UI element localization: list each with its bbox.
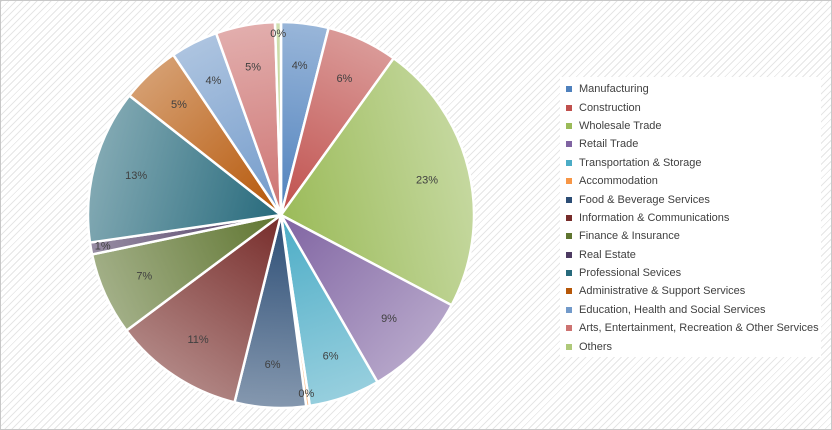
legend-label: Accommodation	[579, 175, 658, 188]
data-label-administrative-and-support-services: 5%	[171, 99, 187, 111]
data-label-finance-and-insurance: 7%	[136, 271, 152, 283]
legend-item-others: Others	[566, 337, 821, 355]
legend-item-education-health-and-social-services: Education, Health and Social Services	[566, 301, 821, 319]
legend-swatch	[566, 178, 572, 185]
data-label-professional-sevices: 13%	[125, 170, 147, 182]
legend-label: Information & Communications	[579, 211, 730, 224]
legend-label: Transportation & Storage	[579, 156, 702, 169]
data-label-accommodation: 0%	[298, 388, 314, 400]
legend-item-arts-entertainment-recreation-and-other-services: Arts, Entertainment, Recreation & Other …	[566, 319, 821, 337]
legend-item-accommodation: Accommodation	[566, 172, 821, 190]
pie-slices	[86, 20, 476, 410]
legend: Manufacturing Construction Wholesale Trade…	[560, 77, 821, 357]
legend-item-professional-sevices: Professional Sevices	[566, 264, 821, 282]
legend-swatch	[566, 270, 572, 277]
legend-swatch	[566, 343, 572, 350]
legend-label: Arts, Entertainment, Recreation & Other …	[579, 322, 819, 335]
legend-item-real-estate: Real Estate	[566, 246, 821, 264]
legend-label: Professional Sevices	[579, 267, 682, 280]
legend-item-wholesale-trade: Wholesale Trade	[566, 117, 821, 135]
legend-swatch	[566, 288, 572, 295]
legend-swatch	[566, 214, 572, 221]
legend-swatch	[566, 104, 572, 111]
legend-label: Administrative & Support Services	[579, 285, 746, 298]
legend-item-administrative-and-support-services: Administrative & Support Services	[566, 282, 821, 300]
data-label-construction: 6%	[336, 73, 352, 85]
pie-slice-wholesale-trade	[279, 57, 476, 307]
data-label-arts-entertainment-recreation-and-other-services: 5%	[245, 62, 261, 74]
data-label-wholesale-trade: 23%	[416, 175, 438, 187]
data-label-manufacturing: 4%	[292, 60, 308, 72]
legend-label: Finance & Insurance	[579, 230, 680, 243]
legend-label: Retail Trade	[579, 138, 639, 151]
legend-item-retail-trade: Retail Trade	[566, 135, 821, 153]
data-label-transportation-and-storage: 6%	[323, 351, 339, 363]
legend-label: Construction	[579, 101, 641, 114]
data-label-real-estate: 1%	[95, 240, 111, 252]
legend-item-manufacturing: Manufacturing	[566, 80, 821, 98]
legend-swatch	[566, 86, 572, 93]
legend-label: Wholesale Trade	[579, 119, 662, 132]
pie-slice-retail-trade	[279, 213, 453, 384]
legend-label: Food & Beverage Services	[579, 193, 710, 206]
data-label-retail-trade: 9%	[381, 313, 397, 325]
legend-swatch	[566, 251, 572, 258]
legend-swatch	[566, 233, 572, 240]
legend-label: Real Estate	[579, 248, 636, 261]
legend-item-finance-and-insurance: Finance & Insurance	[566, 227, 821, 245]
data-labels: 4% 6% 23% 9% 6% 0% 6% 11% 7% 1% 13% 5% 4% 5% 0%	[95, 28, 438, 400]
legend-item-food-and-beverage-services: Food & Beverage Services	[566, 190, 821, 208]
legend-swatch	[566, 122, 572, 129]
data-label-others: 0%	[270, 28, 286, 40]
data-label-education-health-and-social-services: 4%	[205, 75, 221, 87]
legend-label: Others	[579, 340, 613, 353]
pie-slice-others	[273, 20, 283, 217]
legend-swatch	[566, 159, 572, 166]
legend-label: Education, Health and Social Services	[579, 303, 766, 316]
legend-label: Manufacturing	[579, 83, 649, 96]
legend-swatch	[566, 306, 572, 313]
legend-item-information-and-communications: Information & Communications	[566, 209, 821, 227]
legend-item-transportation-and-storage: Transportation & Storage	[566, 154, 821, 172]
pie-slice-professional-sevices	[86, 94, 283, 244]
data-label-food-and-beverage-services: 6%	[265, 359, 281, 371]
legend-swatch	[566, 141, 572, 148]
legend-swatch	[566, 325, 572, 332]
data-label-information-and-communications: 11%	[187, 334, 208, 346]
legend-swatch	[566, 196, 572, 203]
pie-slice-information-and-communications	[125, 213, 283, 404]
legend-item-construction: Construction	[566, 98, 821, 116]
